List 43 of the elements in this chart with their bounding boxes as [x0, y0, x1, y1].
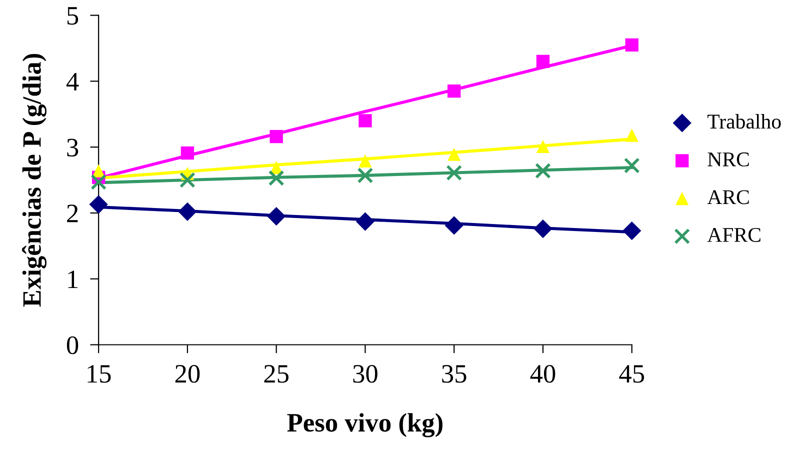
- x-tick-label: 25: [264, 365, 288, 383]
- x-tick-label: 15: [88, 365, 111, 383]
- x-tick-label: 20: [175, 364, 200, 383]
- y-tick-label: 1: [68, 270, 78, 288]
- point: [358, 114, 372, 128]
- point: [624, 158, 640, 174]
- y-axis-title: Exigências de P (g/dia): [22, 54, 46, 307]
- y-tick-label: 4: [66, 72, 79, 90]
- point: [358, 154, 372, 168]
- point: [448, 84, 461, 98]
- point: [267, 206, 286, 226]
- point: [622, 221, 642, 240]
- point: [179, 172, 196, 188]
- point: [536, 140, 550, 154]
- legend-label: ARC: [707, 190, 749, 204]
- point: [536, 54, 550, 68]
- y-tick-label: 2: [67, 204, 78, 222]
- x-axis-title: Peso vivo (kg): [287, 413, 442, 438]
- point: [180, 146, 194, 160]
- x-tick-label: 30: [353, 364, 378, 383]
- y-tick-label: 3: [67, 138, 78, 157]
- point: [90, 174, 107, 190]
- x-tick-label: 35: [442, 365, 466, 383]
- y-tick-label: 5: [67, 7, 78, 25]
- point: [625, 38, 638, 52]
- y-tick-label: 0: [66, 336, 78, 354]
- point: [268, 170, 284, 186]
- point: [444, 216, 464, 235]
- point: [178, 202, 197, 221]
- point: [356, 212, 375, 231]
- x-tick-label: 45: [619, 365, 644, 383]
- point: [535, 162, 551, 179]
- legend-label: AFRC: [707, 228, 760, 242]
- point: [534, 219, 552, 238]
- point: [625, 128, 638, 142]
- point: [448, 148, 461, 161]
- point: [89, 195, 108, 214]
- point: [270, 130, 283, 144]
- legend-label: Trabalho: [707, 114, 781, 129]
- point: [446, 164, 462, 181]
- x-tick-label: 40: [530, 364, 556, 383]
- legend-label: NRC: [708, 152, 749, 166]
- point: [357, 167, 374, 184]
